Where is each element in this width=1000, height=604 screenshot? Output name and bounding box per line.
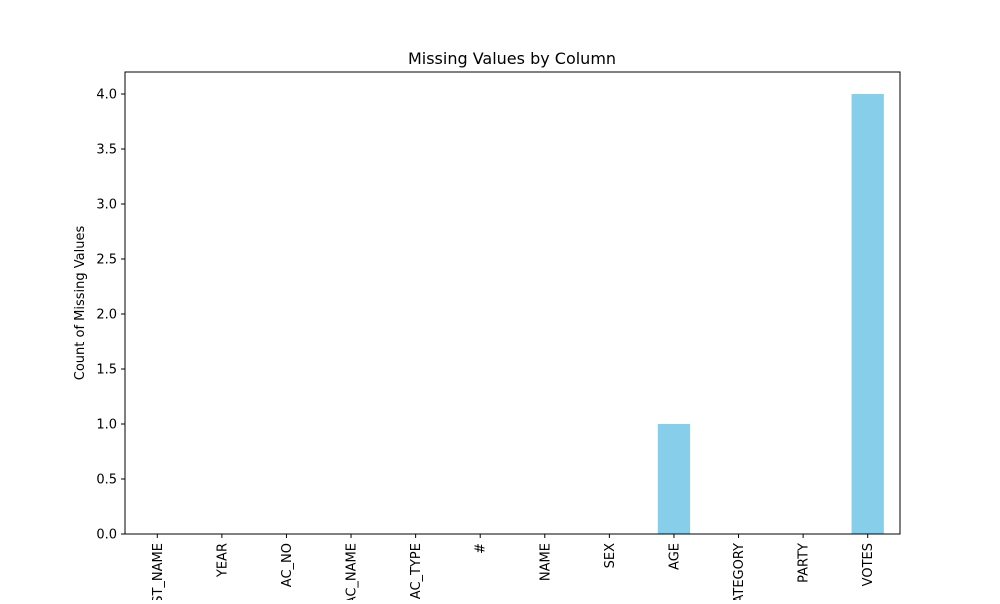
y-tick-label: 2.0 xyxy=(96,308,117,323)
x-tick-label: AC_TYPE xyxy=(409,543,424,599)
y-tick-label: 0.5 xyxy=(96,473,117,488)
x-tick-label: DIST_NAME xyxy=(151,543,166,600)
y-tick-label: 3.5 xyxy=(96,143,117,158)
x-tick-label: PARTY xyxy=(797,543,812,583)
x-tick-label: # xyxy=(474,543,489,554)
bar-8 xyxy=(657,424,691,534)
x-tick-label: AC_NO xyxy=(280,543,295,587)
x-tick-label: SEX xyxy=(603,543,618,568)
y-tick-label: 4.0 xyxy=(96,88,117,103)
y-tick-label: 3.0 xyxy=(96,198,117,213)
bar-11 xyxy=(851,94,884,534)
x-axis-ticks: DIST_NAME YEAR AC_NO AC_NAME AC_TYPE # NAME SEX… xyxy=(151,534,876,600)
x-tick-label: NAME xyxy=(538,543,553,581)
x-tick-label: VOTES xyxy=(861,543,876,586)
bars-group xyxy=(657,94,884,534)
x-tick-label: YEAR xyxy=(215,543,230,578)
chart-title: Missing Values by Column xyxy=(408,49,616,68)
x-tick-label: AC_NAME xyxy=(345,543,360,600)
y-tick-label: 0.0 xyxy=(96,528,117,543)
x-tick-label: AGE xyxy=(667,543,682,570)
y-tick-label: 1.5 xyxy=(96,363,117,378)
y-tick-label: 2.5 xyxy=(96,253,117,268)
x-tick-label: CATEGORY xyxy=(732,543,747,600)
y-tick-label: 1.0 xyxy=(96,418,117,433)
plot-area-frame xyxy=(124,71,901,535)
y-axis-ticks: 0.0 0.5 1.0 1.5 2.0 2.5 3.0 3.5 4.0 xyxy=(96,88,125,543)
y-axis-label: Count of Missing Values xyxy=(73,226,88,381)
